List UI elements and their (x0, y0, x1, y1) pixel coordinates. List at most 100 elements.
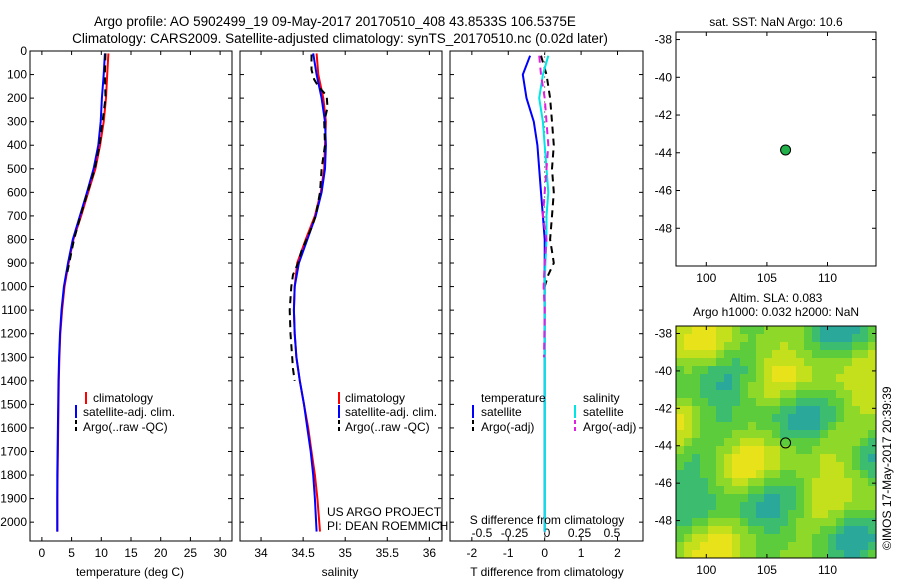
sla-cell (828, 478, 836, 486)
sla-cell (812, 326, 820, 334)
sla-cell (756, 478, 764, 486)
sla-cell (788, 478, 796, 486)
sla-cell (716, 550, 724, 558)
y-tick-label: 0 (20, 44, 27, 58)
sla-cell (676, 518, 684, 526)
sla-cell (748, 358, 756, 366)
sla-cell (860, 462, 868, 470)
sla-cell (868, 462, 876, 470)
sla-cell (692, 526, 700, 534)
sla-cell (684, 374, 692, 382)
sla-cell (708, 358, 716, 366)
sla-cell (724, 414, 732, 422)
sla-cell (756, 382, 764, 390)
sla-cell (804, 486, 812, 494)
sla-cell (836, 550, 844, 558)
map-y-tick-label: -46 (655, 476, 673, 490)
sla-cell (852, 486, 860, 494)
sla-cell (860, 534, 868, 542)
sla-map-plot: 100 105 110 -38 -40 -42 -44 -46 -48 (655, 326, 876, 577)
sla-cell (684, 486, 692, 494)
sla-cell (844, 534, 852, 542)
sla-cell (772, 478, 780, 486)
sla-cell (756, 486, 764, 494)
sla-cell (836, 350, 844, 358)
sla-cell (796, 494, 804, 502)
series-argo (288, 54, 329, 381)
sla-cell (756, 358, 764, 366)
legend-climatology: climatology (93, 391, 153, 405)
y-tick-label: 100 (7, 68, 27, 82)
sla-cell (836, 502, 844, 510)
sla-cell (788, 382, 796, 390)
series-climatology (292, 53, 327, 532)
sla-cell (724, 438, 732, 446)
sla-cell (796, 486, 804, 494)
sla-cell (772, 406, 780, 414)
sla-cell (868, 406, 876, 414)
sla-cell (804, 390, 812, 398)
sla-cell (868, 470, 876, 478)
sla-cell (708, 342, 716, 350)
sla-cell (716, 358, 724, 366)
sla-cell (740, 406, 748, 414)
sla-cell (700, 502, 708, 510)
sla-cell (844, 342, 852, 350)
y-tick-label: 1400 (0, 374, 27, 388)
sla-cell (700, 542, 708, 550)
x-tick-label: 35 (339, 546, 353, 560)
legend-satellite: satellite-adj. clim. (83, 405, 175, 419)
sla-cell (772, 422, 780, 430)
sla-cell (764, 470, 772, 478)
sla-cell (788, 470, 796, 478)
sla-cell (676, 422, 684, 430)
sla-cell (796, 398, 804, 406)
difference-xlabel: T difference from climatology (470, 565, 624, 579)
y-tick-label: 1300 (0, 350, 27, 364)
imos-credit: ©IMOS 17-May-2017 20:39:39 (880, 386, 894, 550)
sla-cell (868, 398, 876, 406)
sla-cell (860, 414, 868, 422)
sla-cell (740, 366, 748, 374)
map-y-tick-label: -44 (655, 146, 673, 160)
sla-cell (772, 414, 780, 422)
sla-cell (748, 526, 756, 534)
sla-cell (716, 510, 724, 518)
sla-cell (860, 550, 868, 558)
sla-cell (724, 334, 732, 342)
sla-cell (852, 542, 860, 550)
sla-cell (724, 358, 732, 366)
sla-cell (812, 534, 820, 542)
sla-cell (788, 398, 796, 406)
sla-cell (756, 542, 764, 550)
sla-cell (748, 326, 756, 334)
sla-cell (868, 518, 876, 526)
sla-cell (732, 550, 740, 558)
sla-cell (844, 366, 852, 374)
sla-cell (852, 334, 860, 342)
sla-cell (772, 430, 780, 438)
sla-cell (708, 446, 716, 454)
sla-cell (684, 366, 692, 374)
sla-cell (804, 438, 812, 446)
sst-map-plot: 100 105 110 -38 -40 -42 -44 -46 -48 (655, 32, 876, 285)
sla-cell (708, 502, 716, 510)
sla-cell (692, 406, 700, 414)
sla-cell (868, 510, 876, 518)
legend-temperature-title: temperature (481, 391, 546, 405)
sla-cell (692, 342, 700, 350)
sla-cell (796, 422, 804, 430)
sla-cell (844, 462, 852, 470)
sla-cell (852, 510, 860, 518)
sla-cell (740, 518, 748, 526)
sla-cell (716, 462, 724, 470)
sla-cell (852, 462, 860, 470)
sla-cell (692, 486, 700, 494)
sla-cell (780, 542, 788, 550)
sla-cell (844, 510, 852, 518)
sla-cell (796, 542, 804, 550)
sla-cell (724, 462, 732, 470)
sla-cell (812, 454, 820, 462)
sla-cell (804, 358, 812, 366)
sla-cell (692, 542, 700, 550)
